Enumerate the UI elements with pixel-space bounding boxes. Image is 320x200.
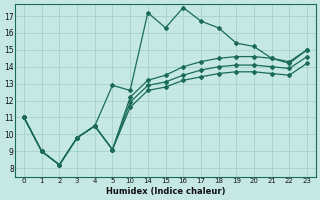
X-axis label: Humidex (Indice chaleur): Humidex (Indice chaleur) bbox=[106, 187, 225, 196]
